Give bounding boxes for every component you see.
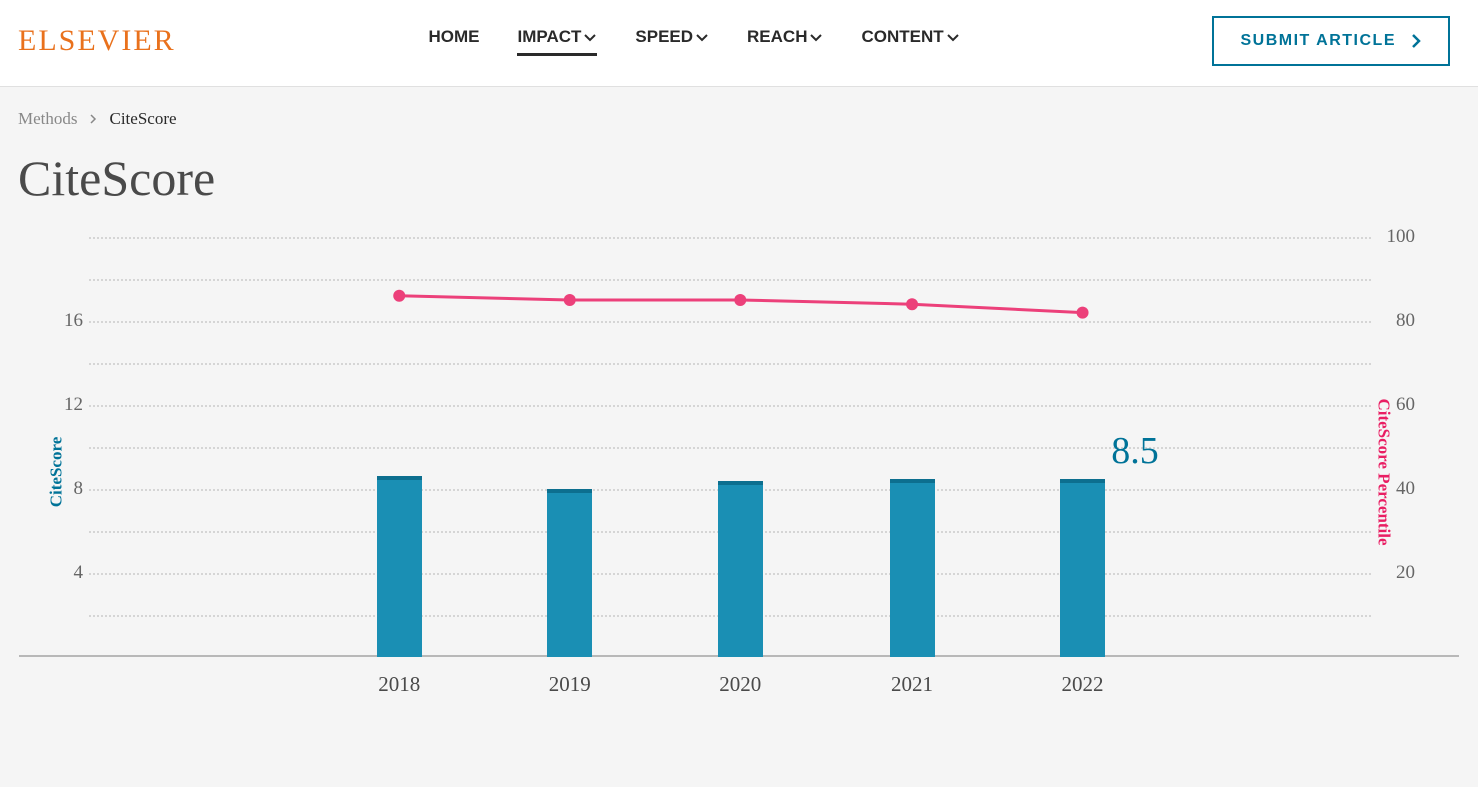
chevron-down-icon — [809, 30, 823, 44]
nav-item-speed[interactable]: SPEED — [635, 27, 709, 56]
nav-label: IMPACT — [517, 27, 581, 47]
y-tick-left: 12 — [57, 394, 83, 416]
x-tick: 2022 — [1062, 672, 1104, 697]
nav-label: HOME — [428, 27, 479, 47]
citescore-chart: CiteScore CiteScore Percentile 481216204… — [19, 237, 1459, 707]
y-tick-right: 100 — [1387, 226, 1416, 248]
nav-item-home[interactable]: HOME — [428, 27, 479, 56]
submit-article-button[interactable]: SUBMIT ARTICLE — [1212, 16, 1450, 66]
breadcrumb: Methods CiteScore — [18, 87, 1460, 139]
main-nav: HOME IMPACT SPEED REACH CONTENT — [428, 27, 959, 56]
x-tick: 2021 — [891, 672, 933, 697]
x-tick: 2018 — [378, 672, 420, 697]
line-marker-2021[interactable] — [906, 298, 918, 310]
header: ELSEVIER HOME IMPACT SPEED REACH CONTENT SUB… — [0, 0, 1478, 87]
chevron-right-icon — [90, 114, 98, 124]
line-marker-2020[interactable] — [734, 294, 746, 306]
chevron-down-icon — [946, 30, 960, 44]
nav-label: CONTENT — [861, 27, 943, 47]
nav-item-impact[interactable]: IMPACT — [517, 27, 597, 56]
y-tick-left: 4 — [57, 562, 83, 584]
chart-wrapper: CiteScore CiteScore Percentile 481216204… — [18, 237, 1460, 707]
breadcrumb-current: CiteScore — [110, 109, 177, 129]
chevron-down-icon — [695, 30, 709, 44]
nav-item-reach[interactable]: REACH — [747, 27, 823, 56]
line-marker-2022[interactable] — [1077, 307, 1089, 319]
chevron-right-icon — [1412, 34, 1422, 48]
x-tick: 2020 — [719, 672, 761, 697]
y-tick-left: 16 — [57, 310, 83, 332]
plot-area: 48121620406080100201820192020202120228.5 — [89, 237, 1371, 657]
y-tick-right: 60 — [1396, 394, 1415, 416]
content-area: Methods CiteScore CiteScore CiteScore Ci… — [0, 87, 1478, 787]
line-marker-2018[interactable] — [393, 290, 405, 302]
y-axis-right-label: CiteScore Percentile — [1373, 398, 1393, 545]
breadcrumb-parent[interactable]: Methods — [18, 109, 78, 129]
y-tick-left: 8 — [57, 478, 83, 500]
logo[interactable]: ELSEVIER — [18, 24, 176, 58]
nav-item-content[interactable]: CONTENT — [861, 27, 959, 56]
line-marker-2019[interactable] — [564, 294, 576, 306]
x-tick: 2019 — [549, 672, 591, 697]
callout-value: 8.5 — [1111, 429, 1159, 473]
nav-label: REACH — [747, 27, 807, 47]
percentile-line — [89, 237, 1371, 657]
nav-label: SPEED — [635, 27, 693, 47]
submit-article-label: SUBMIT ARTICLE — [1240, 32, 1396, 50]
chevron-down-icon — [583, 30, 597, 44]
y-tick-right: 20 — [1396, 562, 1415, 584]
page-title: CiteScore — [18, 149, 1460, 207]
y-tick-right: 80 — [1396, 310, 1415, 332]
y-tick-right: 40 — [1396, 478, 1415, 500]
